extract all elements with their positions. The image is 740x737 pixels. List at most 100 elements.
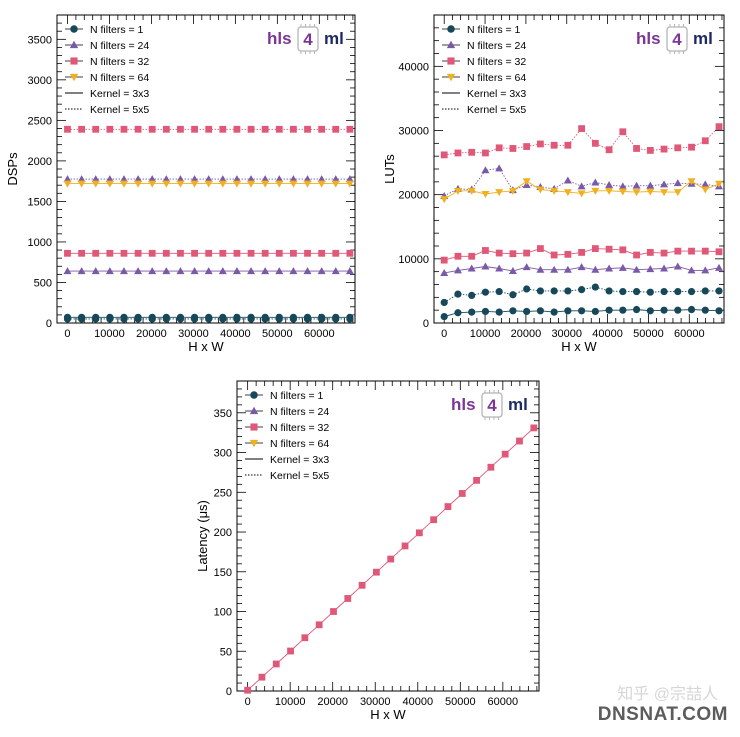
- data-point: [715, 123, 723, 131]
- data-point: [454, 149, 462, 157]
- data-point: [232, 180, 241, 188]
- data-point: [619, 306, 627, 314]
- y-tick-label: 0: [423, 318, 429, 330]
- data-point: [134, 175, 143, 183]
- y-tick-label: 0: [226, 686, 232, 698]
- data-point: [134, 180, 143, 188]
- x-tick-label: 20000: [136, 328, 167, 340]
- data-point: [563, 265, 572, 273]
- legend-marker-circle: [250, 391, 258, 399]
- data-point: [632, 181, 641, 189]
- data-point: [591, 265, 600, 273]
- data-point: [275, 125, 283, 133]
- data-point: [247, 175, 256, 183]
- data-point: [345, 267, 354, 275]
- data-point: [605, 306, 613, 314]
- data-point: [473, 476, 480, 484]
- data-point: [92, 315, 100, 323]
- data-point: [148, 180, 157, 188]
- data-point: [577, 263, 586, 271]
- legend-label: Kernel = 3x3: [467, 88, 526, 100]
- data-point: [522, 178, 531, 186]
- data-point: [247, 180, 256, 188]
- data-point: [303, 315, 312, 323]
- data-point: [205, 249, 213, 257]
- data-point: [495, 144, 503, 152]
- legend-marker-triangle: [446, 40, 456, 49]
- logo-digit-text: 4: [487, 396, 497, 415]
- data-point: [63, 175, 72, 183]
- y-tick-label: 1000: [28, 237, 52, 249]
- data-point: [578, 307, 586, 315]
- data-point: [440, 312, 448, 321]
- data-point: [578, 125, 586, 132]
- data-point: [550, 308, 558, 316]
- data-point: [660, 145, 668, 153]
- data-point: [523, 143, 531, 150]
- series-n-filters-24-3x3: [63, 267, 354, 275]
- data-point: [536, 245, 544, 252]
- x-tick-label: 60000: [304, 328, 335, 340]
- data-point: [91, 267, 100, 275]
- data-point: [247, 125, 255, 133]
- x-tick-label: 30000: [360, 696, 391, 708]
- data-point: [162, 180, 171, 188]
- data-point: [481, 166, 490, 174]
- data-point: [275, 249, 283, 257]
- data-point: [715, 248, 723, 256]
- data-point: [303, 267, 312, 275]
- data-point: [674, 306, 682, 314]
- data-point: [701, 180, 710, 188]
- data-point: [63, 180, 72, 188]
- data-point: [660, 264, 669, 272]
- data-point: [516, 437, 523, 445]
- data-point: [290, 125, 297, 133]
- data-point: [577, 182, 586, 190]
- y-tick-label: 150: [214, 567, 232, 579]
- data-point: [232, 267, 241, 275]
- data-point: [92, 125, 100, 133]
- data-point: [440, 298, 448, 307]
- data-point: [618, 182, 627, 190]
- data-point: [577, 190, 586, 198]
- y-tick-label: 30000: [398, 126, 429, 138]
- data-point: [481, 307, 490, 316]
- y-tick-label: 10000: [398, 254, 429, 266]
- data-point: [332, 249, 340, 257]
- data-point: [387, 555, 395, 563]
- data-point: [536, 307, 544, 315]
- data-point: [134, 249, 142, 257]
- data-point: [191, 249, 198, 257]
- x-axis-label: H x W: [188, 339, 224, 354]
- y-tick-label: 300: [214, 448, 232, 460]
- data-point: [176, 267, 185, 275]
- series-n-filters-64-3x3: [63, 180, 354, 188]
- data-point: [261, 125, 269, 133]
- legend-label: N filters = 64: [270, 438, 329, 450]
- watermark-site: DNSNAT.COM: [597, 704, 728, 725]
- data-point: [64, 125, 71, 133]
- legend-marker-square: [70, 57, 78, 65]
- data-point: [204, 267, 213, 275]
- data-point: [508, 267, 517, 275]
- data-point: [578, 286, 586, 294]
- data-point: [550, 287, 558, 295]
- data-point: [522, 263, 531, 271]
- data-point: [275, 267, 284, 275]
- data-point: [687, 266, 696, 274]
- data-point: [233, 125, 241, 133]
- data-point: [162, 249, 170, 257]
- data-point: [605, 187, 614, 195]
- data-point: [495, 308, 503, 316]
- data-point: [77, 175, 86, 183]
- legend-label: N filters = 1: [270, 390, 324, 402]
- data-point: [687, 287, 696, 296]
- data-point: [495, 287, 503, 296]
- legend-marker-square: [250, 423, 258, 431]
- data-point: [646, 265, 655, 273]
- series-n-filters-32-3x3: [440, 245, 723, 264]
- series-n-filters-24-3x3: [440, 262, 724, 276]
- data-point: [289, 315, 298, 323]
- data-point: [536, 186, 545, 194]
